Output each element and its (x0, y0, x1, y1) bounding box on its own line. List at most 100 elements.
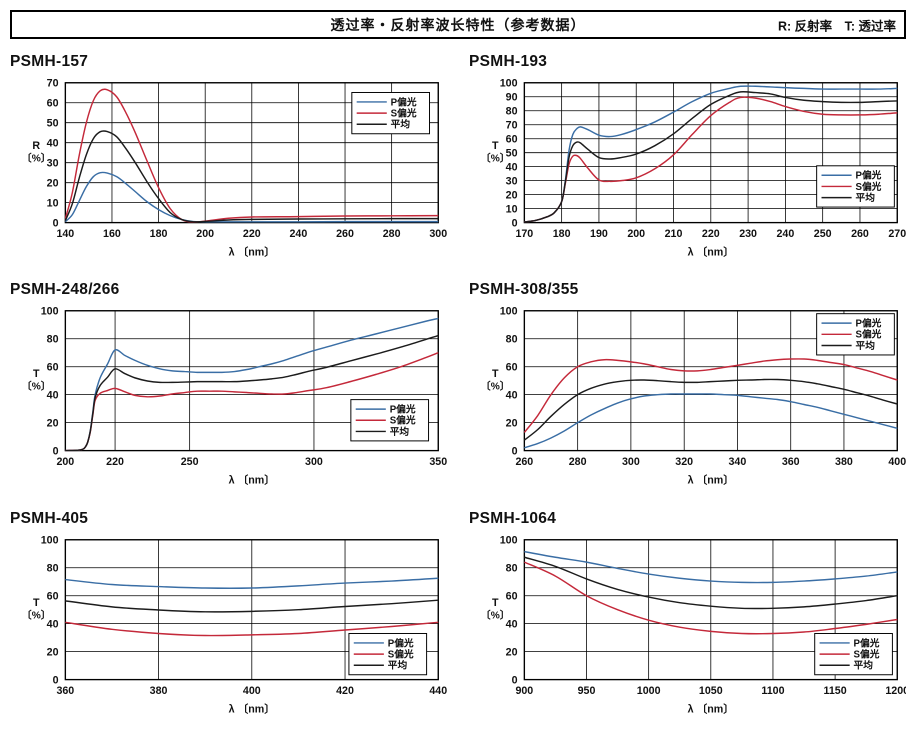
x-tick-label: 240 (290, 228, 308, 240)
y-tick-label: 20 (47, 177, 59, 189)
series-avg-line (524, 556, 898, 610)
chart-title-psmh-193: PSMH-193 (469, 53, 548, 70)
x-tick-label: 190 (590, 228, 608, 240)
chart-title-psmh-1064: PSMH-1064 (469, 509, 557, 527)
series-p-line (524, 550, 898, 584)
series-s-line (524, 561, 898, 635)
series-s-line (65, 621, 439, 637)
y-axis-unit: 〔%〕 (481, 151, 510, 164)
y-tick-label: 40 (47, 137, 59, 149)
y-tick-label: 20 (47, 418, 59, 430)
x-tick-label: 240 (776, 228, 794, 240)
x-axis-label: λ 〔nm〕 (688, 246, 734, 259)
x-tick-label: 250 (181, 457, 199, 469)
y-tick-label: 100 (41, 534, 59, 546)
y-tick-label: 0 (512, 674, 518, 686)
x-tick-label: 260 (851, 228, 869, 240)
x-tick-label: 950 (578, 685, 596, 697)
y-tick-label: 60 (47, 362, 59, 374)
y-tick-label: 60 (506, 133, 518, 145)
series-group (524, 550, 898, 635)
plot-border (64, 538, 439, 681)
y-tick-label: 40 (47, 390, 59, 402)
legend-label-p: P偏光 (391, 95, 417, 108)
tick-labels: 260 280 300 320 340 360 380 400 0 20 40 60 80 100 (500, 306, 906, 469)
series-p-line (64, 171, 439, 223)
y-tick-label: 20 (506, 646, 518, 658)
y-tick-label: 100 (500, 77, 518, 89)
header-legend-note: R: 反射率 T: 透过率 (777, 19, 896, 33)
series-s-line (523, 358, 898, 434)
y-axis-label: T (33, 597, 40, 609)
y-tick-label: 90 (506, 91, 518, 103)
x-tick-label: 220 (702, 228, 720, 240)
series-p-line (524, 393, 898, 449)
y-tick-label: 100 (500, 306, 518, 318)
series-avg-line (64, 130, 439, 223)
y-tick-label: 0 (512, 446, 518, 458)
charts-grid: PSMH-157 140 160 180 200 220 240 260 280 300 0 10 2… (0, 53, 916, 718)
x-tick-label: 200 (627, 228, 645, 240)
y-tick-label: 50 (47, 117, 59, 129)
y-tick-label: 100 (41, 306, 59, 318)
tick-labels: 140 160 180 200 220 240 260 280 300 0 10 20 30 40 50 60… (47, 77, 447, 240)
x-axis-label: λ 〔nm〕 (688, 474, 734, 487)
plot-border (64, 310, 439, 452)
y-tick-label: 40 (47, 618, 59, 630)
y-tick-label: 20 (506, 418, 518, 430)
x-tick-label: 200 (56, 457, 74, 469)
chart-panel-psmh-157: PSMH-157 140 160 180 200 220 240 260 280 300 0 10 2… (10, 53, 447, 261)
y-tick-label: 60 (506, 590, 518, 602)
y-axis-label: T (492, 597, 499, 609)
legend-label-avg: 平均 (390, 425, 410, 438)
chart-title-psmh-308-355: PSMH-308/355 (469, 281, 579, 299)
x-tick-label: 280 (569, 457, 587, 469)
y-axis-label: T (492, 368, 499, 380)
legend-label-avg: 平均 (856, 339, 876, 352)
x-axis-label: λ 〔nm〕 (688, 703, 734, 716)
x-tick-label: 220 (243, 228, 261, 240)
legend-label-avg: 平均 (854, 659, 874, 672)
y-tick-label: 60 (506, 362, 518, 374)
y-tick-label: 20 (506, 189, 518, 201)
y-tick-label: 0 (53, 674, 59, 686)
y-axis-label: T (33, 368, 40, 380)
chart-title-psmh-405: PSMH-405 (10, 509, 89, 527)
x-tick-label: 260 (515, 457, 533, 469)
y-tick-label: 0 (512, 217, 518, 229)
chart-psmh-405: 360 380 400 420 440 0 20 40 60 80 100 T〔%〕 λ 〔nm〕 P偏光… (22, 534, 447, 715)
x-tick-label: 400 (888, 457, 906, 469)
legend-label-p: P偏光 (854, 636, 880, 649)
y-axis-unit: 〔%〕 (481, 380, 510, 393)
x-tick-label: 200 (196, 228, 214, 240)
series-group (523, 358, 898, 449)
x-tick-label: 1050 (699, 685, 723, 697)
series-group (65, 318, 439, 452)
x-tick-label: 380 (835, 457, 853, 469)
x-tick-label: 400 (243, 685, 261, 697)
x-tick-label: 170 (515, 228, 533, 240)
x-tick-label: 900 (515, 685, 533, 697)
y-tick-label: 10 (47, 197, 59, 209)
chart-title-psmh-157: PSMH-157 (10, 53, 89, 70)
series-avg-line (524, 91, 898, 223)
series-s-line (64, 88, 439, 223)
tick-labels: 360 380 400 420 440 0 20 40 60 80 100 (41, 534, 447, 697)
series-avg-line (523, 379, 898, 442)
x-tick-label: 1150 (824, 685, 847, 697)
legend-label-avg: 平均 (388, 659, 408, 672)
x-tick-label: 220 (106, 457, 124, 469)
legend-label-s: S偏光 (856, 328, 882, 341)
y-tick-label: 80 (506, 334, 518, 346)
x-tick-label: 360 (56, 685, 74, 697)
chart-psmh-157: 140 160 180 200 220 240 260 280 300 0 10 20 30 40 50 60… (22, 77, 447, 258)
x-tick-label: 270 (888, 228, 906, 240)
